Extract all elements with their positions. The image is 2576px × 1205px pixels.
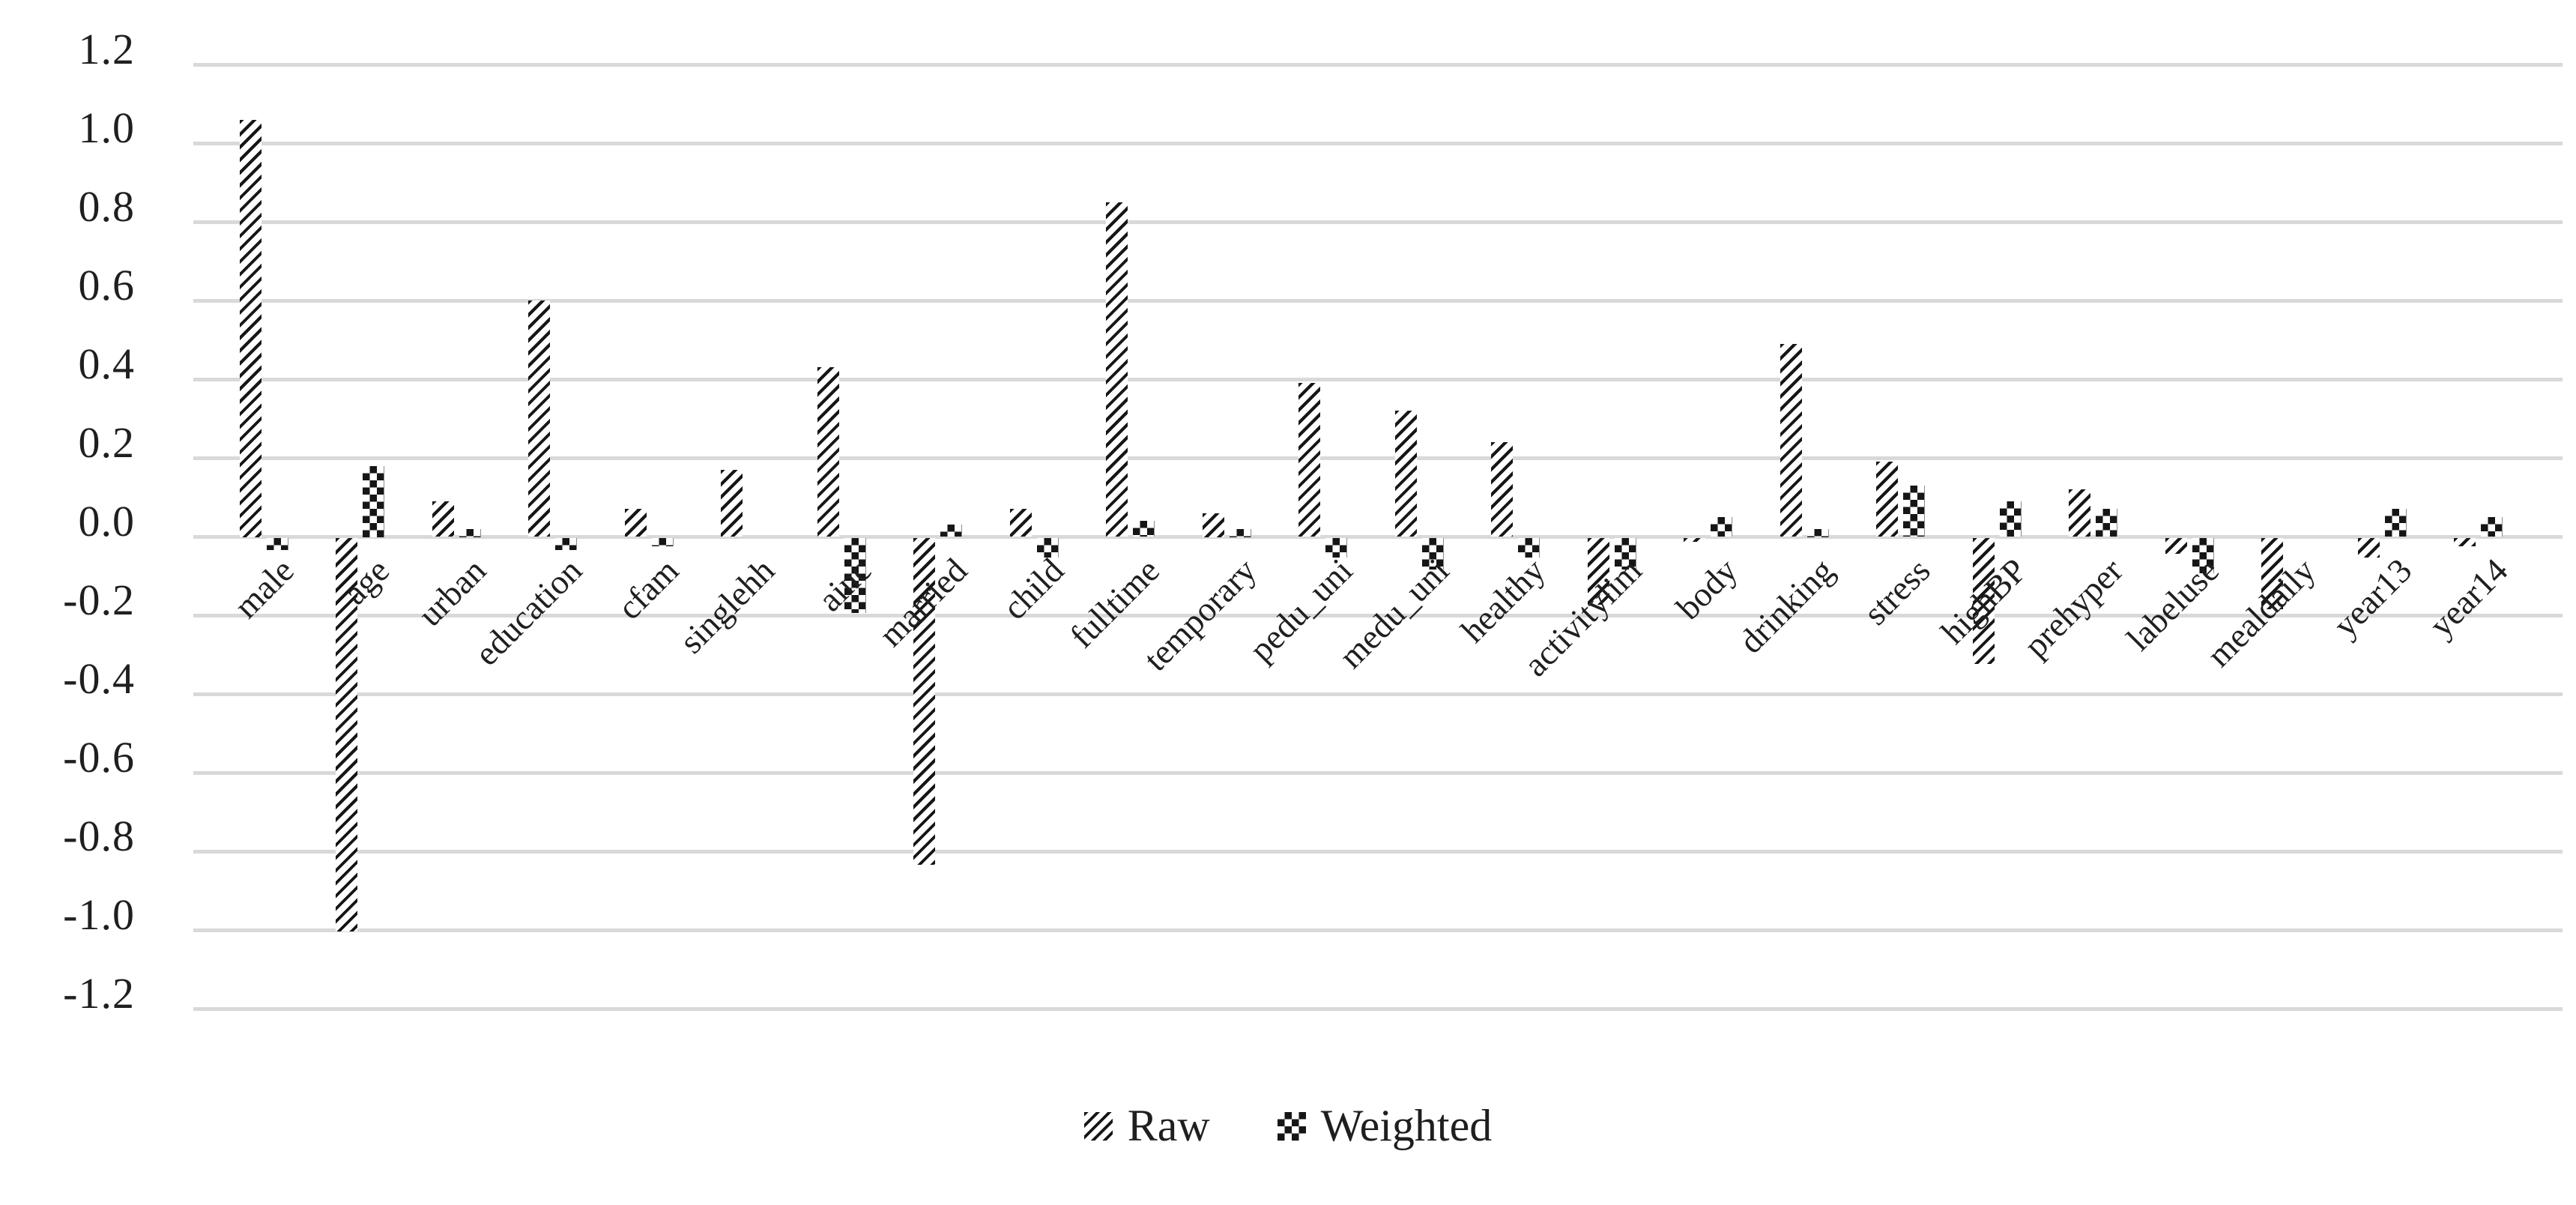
bar-raw-labeluse	[2165, 538, 2187, 554]
bar-weighted-cfam	[652, 538, 674, 546]
x-axis-label-drinking: drinking	[1732, 551, 1842, 661]
y-axis-tick-label: 0.8	[78, 182, 135, 231]
x-axis-label-education: education	[467, 551, 590, 673]
bar-raw-year13	[2358, 538, 2380, 558]
bar-weighted-urban	[459, 529, 481, 537]
bar-raw-body	[1684, 538, 1705, 542]
bar-weighted-prehyper	[2096, 509, 2117, 537]
bar-raw-ainc	[817, 367, 839, 537]
bar-raw-year14	[2454, 538, 2476, 546]
gridline	[193, 850, 2563, 854]
bar-raw-married	[913, 538, 935, 865]
bar-raw-child	[1010, 509, 1032, 537]
y-axis-tick-label: -1.0	[63, 890, 135, 939]
y-axis-tick-label: -0.6	[63, 733, 135, 782]
weighted-checker-swatch-icon	[1277, 1111, 1306, 1141]
bar-weighted-highBP	[2000, 501, 2022, 537]
bar-raw-singlehh	[721, 470, 743, 537]
x-axis-label-year14: year14	[2421, 551, 2515, 644]
gridline	[193, 535, 2563, 539]
bar-weighted-activitylim	[1615, 538, 1636, 570]
bar-weighted-drinking	[1807, 529, 1829, 537]
bar-raw-medu_uni	[1395, 411, 1417, 537]
x-axis-label-ainc: ainc	[811, 551, 879, 619]
gridline	[193, 1007, 2563, 1011]
legend-label-weighted: Weighted	[1320, 1101, 1493, 1150]
legend-label-raw: Raw	[1127, 1101, 1210, 1150]
bar-weighted-healthy	[1518, 538, 1540, 558]
y-axis-tick-label: 1.0	[78, 103, 135, 152]
bar-weighted-stress	[1903, 486, 1925, 537]
y-axis-tick-label: -0.4	[63, 654, 135, 703]
gridline	[193, 220, 2563, 224]
bar-weighted-education	[555, 538, 577, 550]
bar-weighted-medu_uni	[1422, 538, 1444, 570]
bar-raw-highBP	[1973, 538, 1995, 664]
bar-raw-male	[240, 120, 261, 537]
bar-weighted-fulltime	[1133, 521, 1155, 537]
raw-hatch-swatch-icon	[1083, 1111, 1113, 1141]
y-axis-tick-label: -0.2	[63, 576, 135, 624]
bar-weighted-married	[940, 525, 962, 537]
bar-raw-fulltime	[1106, 202, 1128, 537]
gridline	[193, 614, 2563, 617]
gridline	[193, 142, 2563, 145]
bar-weighted-male	[267, 538, 288, 550]
y-axis-tick-label: 0.2	[78, 418, 135, 467]
bar-raw-education	[528, 301, 550, 537]
bar-raw-drinking	[1780, 344, 1802, 537]
gridline	[193, 692, 2563, 696]
gridline	[193, 456, 2563, 460]
y-axis-tick-label: 0.4	[78, 339, 135, 388]
bar-raw-activitylim	[1588, 538, 1609, 605]
legend-item-weighted: Weighted	[1277, 1100, 1493, 1152]
bar-raw-pedu_uni	[1298, 383, 1320, 537]
bar-weighted-child	[1037, 538, 1059, 558]
bar-raw-stress	[1876, 462, 1898, 537]
x-axis-label-prehyper: prehyper	[2016, 551, 2130, 665]
legend: Raw Weighted	[0, 1100, 2576, 1152]
bar-weighted-body	[1711, 517, 1732, 537]
bar-raw-prehyper	[2069, 489, 2090, 537]
gridline	[193, 378, 2563, 381]
bar-weighted-age	[363, 466, 384, 537]
x-axis-label-singlehh: singlehh	[672, 551, 782, 661]
legend-item-raw: Raw	[1083, 1100, 1210, 1152]
bar-raw-mealdaily	[2261, 538, 2283, 609]
y-axis-tick-label: 0.6	[78, 261, 135, 309]
gridline	[193, 299, 2563, 303]
gridline	[193, 63, 2563, 67]
y-axis-tick-label: -0.8	[63, 812, 135, 860]
x-axis-label-urban: urban	[411, 551, 494, 634]
x-axis-label-stress: stress	[1856, 551, 1938, 632]
bar-weighted-pedu_uni	[1325, 538, 1347, 558]
y-axis-tick-label: -1.2	[63, 969, 135, 1018]
bar-weighted-year14	[2481, 517, 2503, 537]
gridline	[193, 928, 2563, 932]
bar-raw-cfam	[625, 509, 647, 537]
y-axis-tick-label: 1.2	[78, 25, 135, 73]
bar-raw-urban	[432, 501, 454, 537]
y-axis-tick-label: 0.0	[78, 497, 135, 546]
bar-raw-age	[336, 538, 357, 931]
bar-raw-healthy	[1491, 442, 1513, 537]
bar-weighted-ainc	[844, 538, 866, 613]
bar-weighted-year13	[2385, 509, 2407, 537]
bar-raw-temporary	[1203, 513, 1224, 537]
bar-weighted-temporary	[1230, 529, 1251, 537]
x-axis-label-year13: year13	[2325, 551, 2419, 644]
gridline	[193, 771, 2563, 775]
bar-weighted-labeluse	[2192, 538, 2214, 573]
